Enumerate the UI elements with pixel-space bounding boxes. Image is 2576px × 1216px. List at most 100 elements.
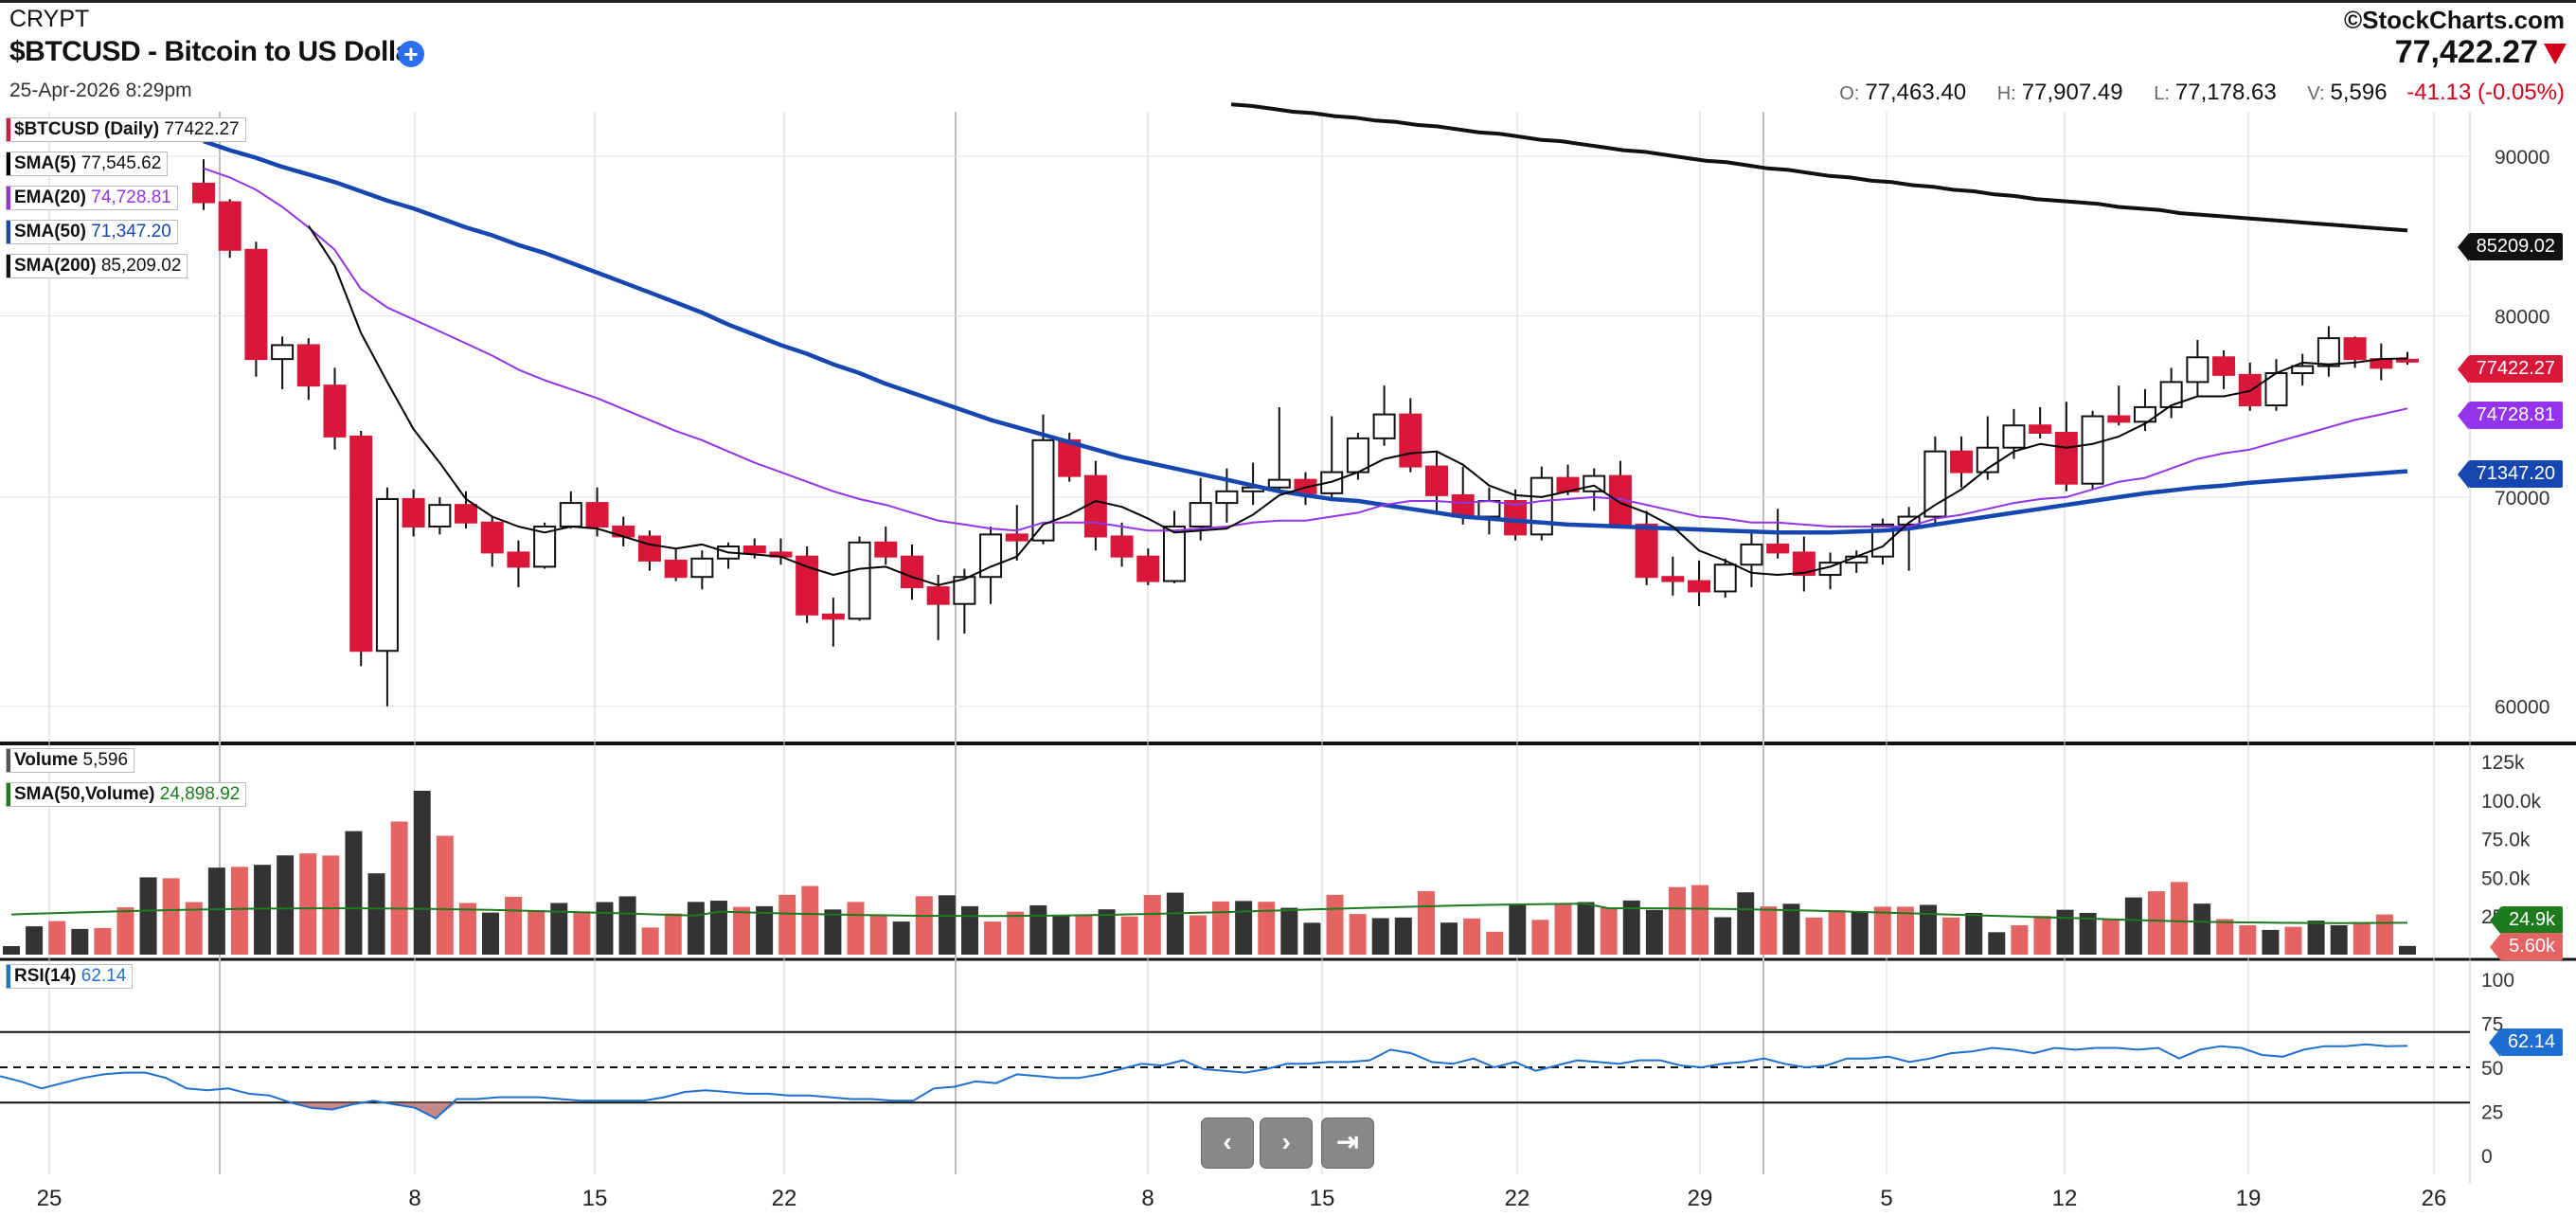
legend-rsi[interactable]: RSI(14) 62.14 bbox=[6, 964, 134, 989]
candle-body bbox=[2029, 424, 2052, 435]
scroll-end-button[interactable]: ⇥ bbox=[1321, 1118, 1374, 1169]
candle bbox=[1083, 460, 1107, 551]
volume-bar bbox=[367, 873, 385, 955]
legend-volume-value: 5,596 bbox=[82, 750, 129, 770]
volume-bar bbox=[2056, 909, 2074, 955]
candle-body bbox=[742, 545, 766, 554]
candle bbox=[821, 598, 845, 647]
candle-body bbox=[428, 504, 452, 528]
candle bbox=[349, 431, 373, 667]
candle bbox=[1346, 433, 1369, 480]
candle-body bbox=[1923, 450, 1947, 518]
volume-bar bbox=[207, 867, 225, 955]
volume-tick-label: 50.0k bbox=[2481, 867, 2531, 889]
volume-bar bbox=[778, 894, 796, 955]
candle-body bbox=[402, 497, 425, 528]
down-arrow-icon bbox=[2544, 44, 2567, 64]
candle bbox=[900, 544, 923, 600]
candle-body bbox=[1635, 523, 1658, 579]
tag-sma200: 85209.02 bbox=[2457, 233, 2563, 261]
candle bbox=[1635, 510, 1658, 585]
candle-body bbox=[1477, 500, 1501, 518]
volume-bar bbox=[1258, 902, 1276, 955]
legend-ema20[interactable]: EMA(20) 74,728.81 bbox=[6, 186, 178, 210]
candle bbox=[1530, 466, 1553, 541]
legend-sma50[interactable]: SMA(50) 71,347.20 bbox=[6, 220, 178, 244]
tag-volume: 5.60k bbox=[2490, 933, 2563, 961]
volume-bar bbox=[756, 905, 774, 955]
volume-bar bbox=[892, 921, 910, 955]
volume-bar bbox=[2375, 914, 2393, 955]
candle bbox=[1110, 522, 1134, 567]
volume-bar bbox=[71, 928, 89, 955]
volume-bar bbox=[2147, 891, 2165, 955]
candle bbox=[979, 526, 1003, 604]
add-plus-button[interactable]: + bbox=[398, 41, 424, 67]
low-value: 77,178.63 bbox=[2174, 80, 2277, 105]
volume-bar bbox=[938, 895, 956, 955]
candle-body bbox=[455, 504, 478, 524]
legend-sma5[interactable]: SMA(5) 77,545.62 bbox=[6, 152, 169, 176]
legend-volume-sma[interactable]: SMA(50,Volume) 24,898.92 bbox=[6, 782, 247, 807]
legend-price[interactable]: $BTCUSD (Daily) 77422.27 bbox=[6, 117, 246, 142]
brand-logo[interactable]: ©StockCharts.com bbox=[2344, 6, 2565, 34]
candle bbox=[244, 241, 268, 377]
candle-body bbox=[2159, 381, 2183, 408]
top-border bbox=[0, 0, 2576, 3]
scroll-left-button[interactable]: ‹ bbox=[1201, 1118, 1254, 1169]
candle bbox=[323, 367, 347, 450]
candle bbox=[1661, 556, 1685, 596]
candle-body bbox=[2396, 358, 2419, 363]
candle-body bbox=[585, 502, 609, 528]
legend-sma50-name: SMA(50) bbox=[14, 222, 87, 241]
volume-bar bbox=[1668, 886, 1686, 955]
open-value: 77,463.40 bbox=[1865, 80, 1967, 105]
candle-body bbox=[1215, 490, 1239, 505]
legend-volume-name: Volume bbox=[14, 750, 79, 770]
candle-body bbox=[218, 201, 242, 251]
candle-body bbox=[1713, 563, 1737, 593]
volume-bar bbox=[1782, 903, 1800, 955]
sma5-line bbox=[307, 224, 2408, 586]
rsi-tick-label: 50 bbox=[2481, 1058, 2503, 1080]
volume-bar bbox=[641, 927, 659, 955]
candle-body bbox=[271, 344, 295, 361]
open-label: O: bbox=[1839, 83, 1860, 104]
candle bbox=[796, 546, 819, 623]
candle-body bbox=[507, 551, 530, 568]
legend-sma200[interactable]: SMA(200) 85,209.02 bbox=[6, 254, 188, 278]
volume-bar bbox=[277, 855, 295, 955]
volume-bar bbox=[1417, 890, 1435, 955]
candle bbox=[1897, 507, 1921, 571]
legend-volume[interactable]: Volume 5,596 bbox=[6, 748, 135, 773]
volume-bar bbox=[2239, 924, 2257, 955]
candle-body bbox=[848, 541, 871, 620]
rsi-line bbox=[0, 1043, 2408, 1120]
candle bbox=[507, 540, 530, 588]
volume-bar bbox=[2033, 916, 2051, 955]
candle bbox=[585, 487, 609, 537]
volume-bar bbox=[1554, 904, 1572, 955]
candle bbox=[1950, 436, 1974, 488]
candle-body bbox=[664, 559, 688, 579]
volume-bar bbox=[1509, 904, 1527, 955]
price-tick-label: 70000 bbox=[2495, 488, 2549, 510]
scroll-right-button[interactable]: › bbox=[1260, 1118, 1313, 1169]
candle-body bbox=[2107, 415, 2131, 423]
volume-bar bbox=[847, 902, 865, 955]
volume-bar bbox=[687, 902, 705, 955]
tag-rsi: 62.14 bbox=[2488, 1028, 2563, 1057]
candle bbox=[428, 496, 452, 535]
legend-sma5-value: 77,545.62 bbox=[80, 153, 162, 173]
legend-volsma-value: 24,898.92 bbox=[159, 784, 241, 804]
candle-body bbox=[1189, 502, 1212, 528]
candle-body bbox=[637, 535, 661, 562]
volume-bar bbox=[1052, 915, 1070, 955]
candle bbox=[874, 526, 898, 565]
volume-bar bbox=[1714, 917, 1732, 955]
sma50-line bbox=[203, 138, 2408, 535]
chart-date: 25-Apr-2026 8:29pm bbox=[9, 80, 192, 101]
x-tick-label: 29 bbox=[1688, 1186, 1713, 1211]
x-tick-label: 22 bbox=[772, 1186, 797, 1211]
